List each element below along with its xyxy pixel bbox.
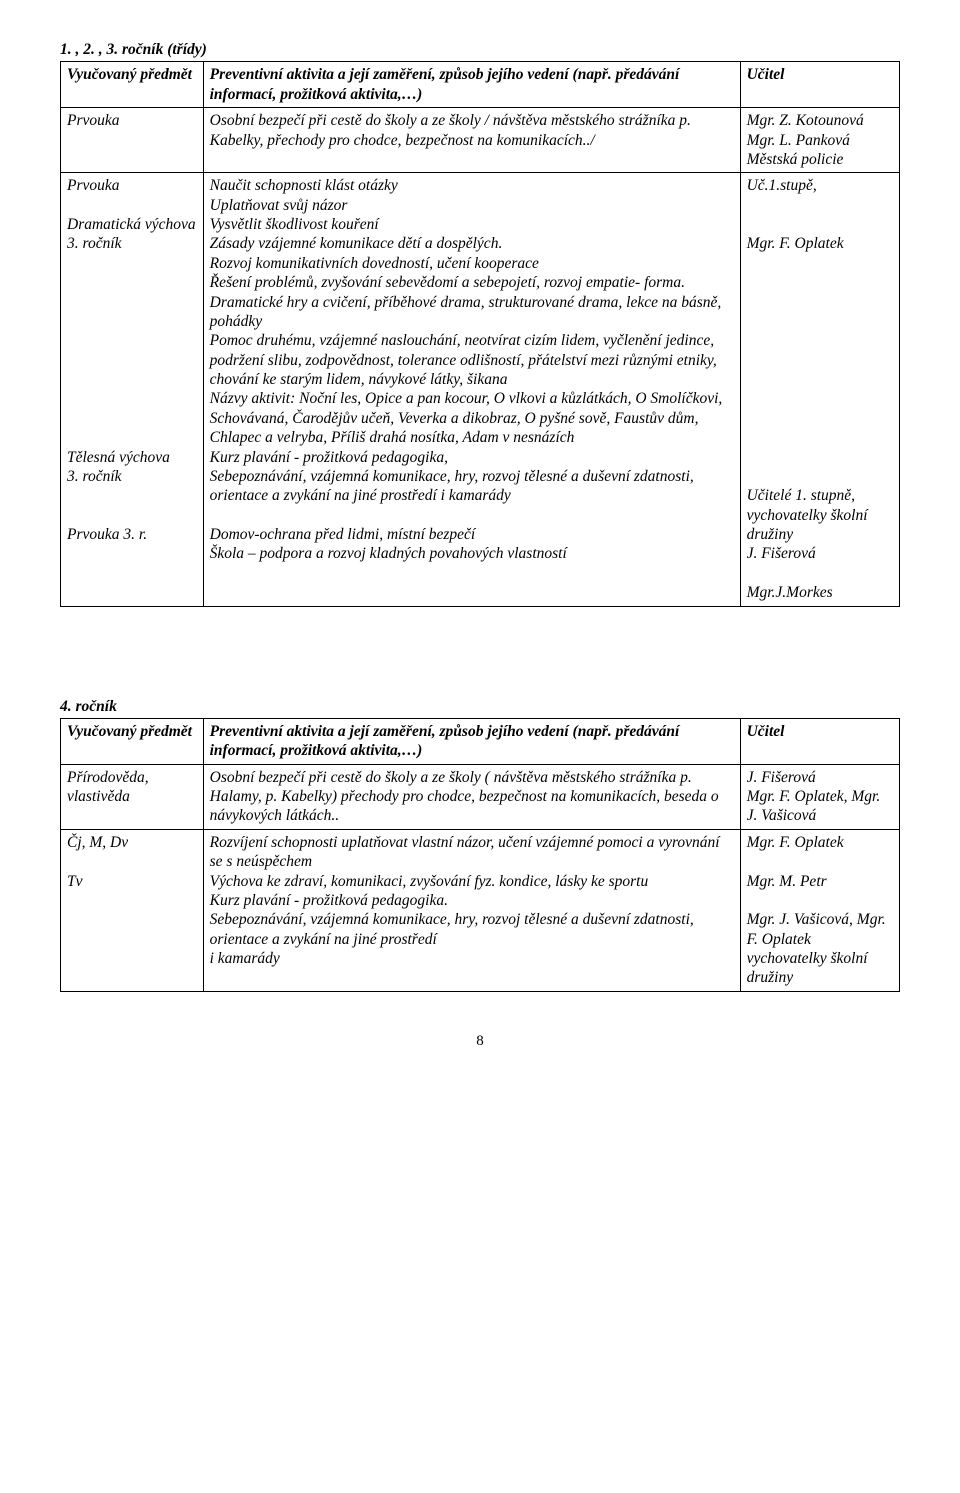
table-2-header: Vyučovaný předmět Preventivní aktivita a… [61, 718, 900, 764]
table-row: Přírodověda, vlastivěda Osobní bezpečí p… [61, 764, 900, 829]
table-2-r0-c3: J. Fišerová Mgr. F. Oplatek, Mgr. J. Vaš… [740, 764, 899, 829]
table-row: Prvouka Osobní bezpečí při cestě do škol… [61, 108, 900, 173]
table-1-r1-c3: Uč.1.stupě, Mgr. F. Oplatek Učitelé 1. s… [740, 173, 899, 606]
table-1-header: Vyučovaný předmět Preventivní aktivita a… [61, 62, 900, 108]
table-row: Prvouka Dramatická výchova 3. ročník Těl… [61, 173, 900, 606]
table-1-r0-c3: Mgr. Z. Kotounová Mgr. L. Panková Městsk… [740, 108, 899, 173]
table-2-header-c1: Vyučovaný předmět [61, 718, 204, 764]
table-2-r1-c1: Čj, M, Dv Tv [61, 829, 204, 991]
table-1-r0-c1: Prvouka [61, 108, 204, 173]
table-2-r1-c2: Rozvíjení schopnosti uplatňovat vlastní … [203, 829, 740, 991]
table-2-r0-c2: Osobní bezpečí při cestě do školy a ze š… [203, 764, 740, 829]
table-2: Vyučovaný předmět Preventivní aktivita a… [60, 718, 900, 992]
table-1-header-c1: Vyučovaný předmět [61, 62, 204, 108]
table-2-r1-c3: Mgr. F. Oplatek Mgr. M. Petr Mgr. J. Vaš… [740, 829, 899, 991]
table-1-header-c3: Učitel [740, 62, 899, 108]
table-1-header-c2: Preventivní aktivita a její zaměření, zp… [203, 62, 740, 108]
table-row: Čj, M, Dv Tv Rozvíjení schopnosti uplatň… [61, 829, 900, 991]
table-1: Vyučovaný předmět Preventivní aktivita a… [60, 61, 900, 606]
table-2-header-c3: Učitel [740, 718, 899, 764]
table-1-r1-c1: Prvouka Dramatická výchova 3. ročník Těl… [61, 173, 204, 606]
table-1-r1-c2: Naučit schopnosti klást otázky Uplatňova… [203, 173, 740, 606]
table-1-r0-c2: Osobní bezpečí při cestě do školy a ze š… [203, 108, 740, 173]
section-1-title: 1. , 2. , 3. ročník (třídy) [60, 40, 900, 59]
page-number: 8 [60, 1032, 900, 1051]
table-2-r0-c1: Přírodověda, vlastivěda [61, 764, 204, 829]
table-2-header-c2: Preventivní aktivita a její zaměření, zp… [203, 718, 740, 764]
section-2-title: 4. ročník [60, 697, 900, 716]
